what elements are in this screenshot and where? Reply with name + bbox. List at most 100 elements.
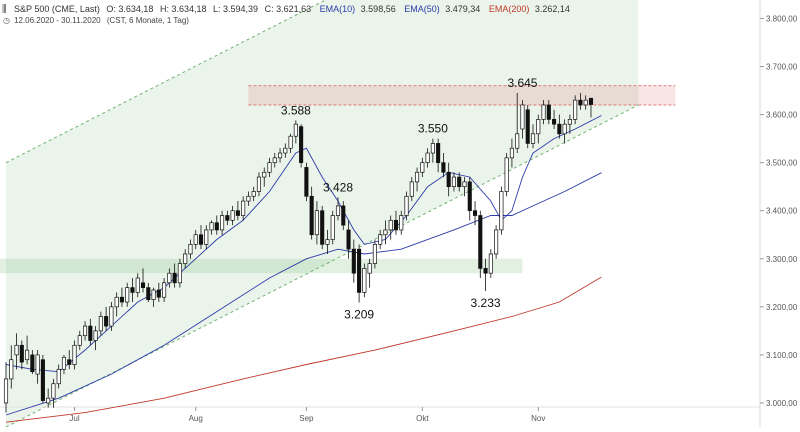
candle-body	[472, 210, 478, 216]
price-annotation: 3.428	[323, 180, 353, 194]
candle-body	[193, 234, 198, 245]
candle-body	[409, 181, 414, 197]
ema-layer	[5, 115, 602, 423]
candle-body	[504, 157, 509, 192]
candle-body	[478, 215, 483, 269]
candle-body	[588, 97, 594, 105]
header-line-1: S&P 500 (CME, Last) O: 3.634,18 H: 3.634…	[14, 4, 570, 14]
candle-body	[557, 123, 562, 135]
candle-body	[525, 109, 530, 144]
candle-body	[183, 253, 188, 264]
candle-body	[104, 316, 109, 327]
high-value: H: 3.634,18	[160, 4, 207, 14]
candle-body	[362, 268, 367, 293]
ema10-legend-value: 3.598,56	[361, 4, 396, 14]
candle-body	[288, 135, 293, 149]
candle-body	[552, 119, 557, 125]
candle-body	[114, 296, 119, 308]
candle-body	[162, 282, 167, 298]
ema50-legend-value: 3.479,34	[445, 4, 480, 14]
interval-info: (CST, 6 Monate, 1 Tag)	[107, 16, 189, 25]
x-tick-label: Sep	[299, 414, 314, 423]
date-range: 12.06.2020 - 30.11.2020	[14, 16, 101, 25]
candle-body	[220, 215, 225, 231]
grid-layer	[0, 0, 761, 427]
candle-body	[198, 234, 204, 245]
clock-icon: ◷	[3, 16, 10, 25]
candle-body	[578, 99, 583, 106]
candle-body	[214, 222, 219, 231]
candle-body	[467, 181, 472, 212]
candle-body	[172, 272, 177, 284]
candle-body	[188, 244, 193, 255]
annotation-layer: 3.588 3.428 3.209 3.550 3.645 3.233	[281, 76, 538, 322]
candle-body	[204, 229, 209, 245]
candle-body	[320, 210, 325, 245]
y-tick-label: 3.800,00	[766, 14, 798, 23]
candle-body	[567, 119, 572, 125]
candle-body	[156, 289, 161, 298]
candle-body	[283, 147, 288, 154]
candle-body	[441, 162, 446, 173]
price-annotation: 3.645	[507, 76, 537, 90]
candle-body	[351, 248, 356, 274]
candle-body	[72, 344, 77, 365]
candlestick-icon: ⫼	[2, 4, 7, 15]
candle-body	[135, 277, 140, 293]
candle-body	[494, 229, 499, 255]
candle-body	[293, 123, 298, 137]
candle-body	[430, 143, 435, 154]
y-tick-label: 3.000,00	[766, 399, 798, 408]
candle-body	[372, 244, 377, 264]
candle-body	[25, 349, 30, 361]
trend-channel-lower	[5, 104, 639, 428]
candle-body	[82, 325, 88, 337]
candle-body	[330, 215, 335, 240]
candle-body	[241, 200, 246, 216]
candle-body	[462, 181, 467, 188]
candle-body	[77, 335, 82, 346]
candle-body	[415, 171, 420, 183]
candle-body	[530, 133, 536, 144]
candle-body	[325, 239, 330, 245]
candle-body	[130, 287, 135, 293]
candle-body	[309, 195, 314, 236]
open-value: O: 3.634,18	[106, 4, 153, 14]
ema-line	[5, 172, 602, 416]
ema200-legend-label: EMA(200)	[489, 4, 530, 14]
price-annotation: 3.550	[418, 122, 448, 136]
candle-body	[573, 99, 578, 120]
candle-body	[14, 344, 19, 356]
candle-body	[357, 248, 362, 293]
candle-body	[425, 152, 430, 163]
candle-body	[46, 397, 51, 404]
candle-body	[246, 195, 251, 202]
candle-body	[98, 316, 103, 332]
candle-body	[367, 263, 372, 274]
header-line-2: 12.06.2020 - 30.11.2020 (CST, 6 Monate, …	[14, 16, 189, 25]
y-tick-label: 3.100,00	[766, 351, 798, 360]
candle-body	[235, 210, 240, 216]
candle-body	[3, 378, 9, 404]
candle-body	[140, 282, 146, 288]
candle-body	[346, 229, 351, 250]
candle-body	[19, 344, 24, 363]
candle-body	[457, 176, 462, 188]
candle-body	[267, 162, 272, 173]
candle-body	[167, 272, 172, 284]
candle-body	[483, 268, 488, 274]
candle-body	[488, 253, 493, 274]
candle-body	[262, 171, 267, 178]
candle-body	[341, 205, 346, 226]
ema10-legend-label: EMA(10)	[320, 4, 356, 14]
candle-body	[177, 263, 182, 284]
candle-body	[272, 157, 277, 163]
low-value: L: 3.594,39	[213, 4, 258, 14]
support-zone	[0, 258, 523, 274]
candle-body	[299, 126, 304, 163]
y-tick-label: 3.500,00	[766, 159, 798, 168]
candle-body	[446, 171, 451, 188]
candle-body	[125, 287, 130, 303]
